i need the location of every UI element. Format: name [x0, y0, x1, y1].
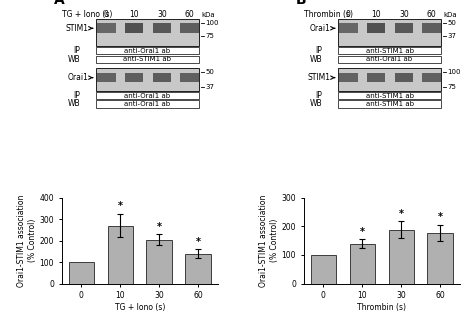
Text: 50: 50 — [447, 20, 456, 26]
Text: IP: IP — [73, 91, 81, 100]
Bar — [185, 254, 210, 284]
Text: anti-STIM1 ab: anti-STIM1 ab — [365, 48, 413, 54]
Bar — [311, 255, 336, 284]
Text: *: * — [118, 201, 123, 211]
Text: anti-STIM1 ab: anti-STIM1 ab — [365, 93, 413, 98]
Text: 100: 100 — [205, 20, 219, 26]
Text: 100: 100 — [447, 69, 461, 75]
Text: 37: 37 — [447, 33, 456, 39]
Bar — [339, 23, 357, 33]
Y-axis label: Orai1-STIM1 association
(% Control): Orai1-STIM1 association (% Control) — [17, 195, 36, 287]
Bar — [96, 68, 199, 91]
Bar — [108, 226, 133, 284]
Text: IP: IP — [316, 46, 322, 55]
Bar — [338, 100, 441, 108]
Bar — [146, 240, 172, 284]
Text: anti-STIM1 ab: anti-STIM1 ab — [124, 56, 172, 62]
Text: IP: IP — [316, 91, 322, 100]
Text: STIM1: STIM1 — [307, 73, 330, 82]
Bar — [395, 23, 413, 33]
Bar — [389, 230, 414, 284]
Bar — [422, 23, 441, 33]
Text: 10: 10 — [371, 10, 381, 20]
Text: 0: 0 — [104, 10, 109, 20]
Bar — [181, 73, 199, 82]
Bar — [367, 73, 385, 82]
Bar — [96, 47, 199, 54]
Bar — [96, 92, 199, 99]
Text: Orai1: Orai1 — [67, 73, 88, 82]
Text: B: B — [296, 0, 307, 7]
Bar — [181, 23, 199, 33]
Text: 50: 50 — [205, 69, 214, 75]
Text: 10: 10 — [129, 10, 139, 20]
Text: anti-Orai1 ab: anti-Orai1 ab — [125, 101, 171, 107]
Bar — [339, 73, 357, 82]
Text: 75: 75 — [447, 84, 456, 90]
Bar — [367, 23, 385, 33]
Bar — [153, 23, 171, 33]
Bar — [69, 262, 94, 284]
Text: STIM1: STIM1 — [65, 24, 88, 33]
Text: *: * — [156, 222, 162, 232]
Text: 60: 60 — [185, 10, 195, 20]
Text: WB: WB — [68, 99, 81, 109]
Bar — [428, 233, 453, 284]
Text: 75: 75 — [205, 33, 214, 39]
Text: kDa: kDa — [202, 12, 215, 18]
Bar — [96, 19, 199, 46]
Bar — [422, 73, 441, 82]
Text: *: * — [399, 209, 404, 219]
Text: *: * — [360, 227, 365, 237]
Bar — [395, 73, 413, 82]
Bar — [338, 55, 441, 63]
Text: A: A — [54, 0, 64, 7]
Bar — [338, 68, 441, 91]
Text: WB: WB — [310, 54, 322, 64]
Bar — [350, 244, 375, 284]
X-axis label: Thrombin (s): Thrombin (s) — [357, 303, 406, 312]
X-axis label: TG + Iono (s): TG + Iono (s) — [115, 303, 165, 312]
Text: anti-Orai1 ab: anti-Orai1 ab — [366, 56, 412, 62]
Bar — [97, 23, 116, 33]
Bar — [96, 55, 199, 63]
Text: *: * — [438, 212, 443, 222]
Bar — [338, 92, 441, 99]
Text: anti-STIM1 ab: anti-STIM1 ab — [365, 101, 413, 107]
Text: 30: 30 — [157, 10, 167, 20]
Text: kDa: kDa — [444, 12, 457, 18]
Text: anti-Orai1 ab: anti-Orai1 ab — [125, 93, 171, 98]
Bar — [338, 47, 441, 54]
Text: Thrombin (s): Thrombin (s) — [304, 10, 353, 20]
Bar — [338, 19, 441, 46]
Text: IP: IP — [73, 46, 81, 55]
Text: 30: 30 — [399, 10, 409, 20]
Y-axis label: Orai1-STIM1 association
(% Control): Orai1-STIM1 association (% Control) — [259, 195, 279, 287]
Text: WB: WB — [310, 99, 322, 109]
Text: WB: WB — [68, 54, 81, 64]
Text: 37: 37 — [205, 84, 214, 90]
Text: anti-Orai1 ab: anti-Orai1 ab — [125, 48, 171, 54]
Text: Orai1: Orai1 — [310, 24, 330, 33]
Bar — [153, 73, 171, 82]
Bar — [96, 100, 199, 108]
Bar — [125, 23, 143, 33]
Text: 0: 0 — [346, 10, 351, 20]
Text: TG + Iono (s): TG + Iono (s) — [62, 10, 112, 20]
Bar — [97, 73, 116, 82]
Text: *: * — [195, 237, 201, 247]
Text: 60: 60 — [427, 10, 437, 20]
Bar — [125, 73, 143, 82]
